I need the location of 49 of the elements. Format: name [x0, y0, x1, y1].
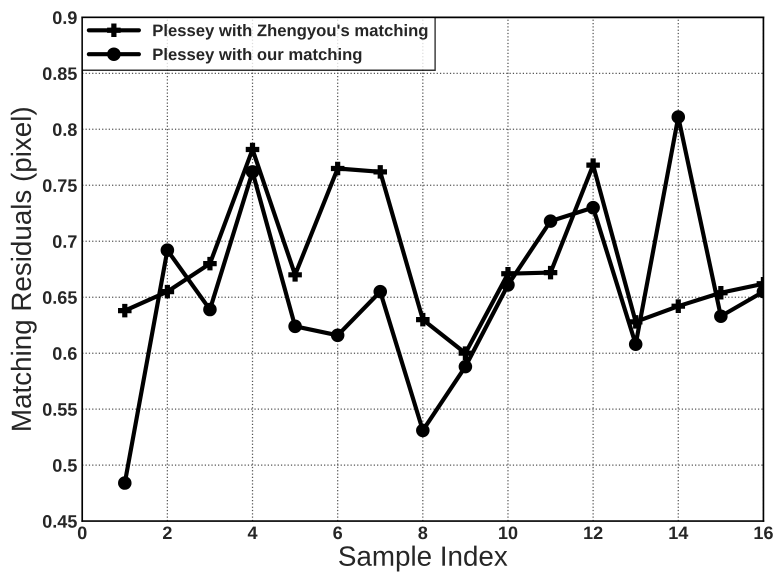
point — [373, 165, 388, 179]
point — [203, 302, 217, 316]
x-tick-label: 2 — [162, 526, 172, 540]
point — [544, 214, 558, 228]
point — [416, 424, 430, 438]
point — [118, 476, 132, 490]
point — [330, 328, 344, 342]
x-tick-label: 16 — [754, 526, 773, 540]
point — [288, 320, 302, 334]
point — [714, 309, 728, 324]
point — [586, 158, 600, 172]
y-tick-label: 0.5 — [52, 459, 77, 472]
x-tick-label: 14 — [669, 526, 688, 540]
point — [118, 304, 132, 318]
x-tick-label: 10 — [499, 526, 518, 540]
point — [458, 346, 472, 360]
y-tick-label: 0.7 — [52, 235, 77, 248]
point — [628, 337, 642, 352]
point — [544, 266, 558, 280]
y-axis-title: Matching Residuals (pixel) — [10, 108, 37, 430]
point — [672, 299, 686, 313]
point — [160, 284, 174, 298]
point — [330, 162, 344, 176]
x-tick-label: 8 — [418, 526, 428, 540]
x-tick-label: 12 — [584, 526, 602, 540]
point — [246, 142, 260, 156]
y-tick-label: 0.85 — [42, 67, 77, 80]
point — [672, 110, 686, 124]
point — [416, 312, 430, 326]
legend-label: Plessey with Zhengyou's matching — [153, 24, 428, 40]
y-tick-label: 0.65 — [42, 291, 77, 304]
x-axis-title: Sample Index — [339, 546, 508, 572]
legend-label: Plessey with our matching — [153, 48, 362, 64]
y-tick-label: 0.75 — [42, 179, 77, 192]
point — [373, 284, 388, 298]
point — [246, 165, 260, 179]
y-tick-label: 0.6 — [52, 347, 77, 360]
point — [203, 256, 217, 270]
x-tick-label: 0 — [78, 526, 86, 540]
x-tick-label: 4 — [248, 526, 258, 540]
x-tick-label: 6 — [333, 526, 342, 540]
y-tick-label: 0.9 — [52, 11, 77, 24]
y-tick-label: 0.55 — [42, 403, 77, 416]
y-tick-label: 0.8 — [52, 123, 77, 136]
y-tick-label: 0.45 — [42, 515, 77, 528]
point — [160, 243, 174, 257]
point — [586, 200, 600, 214]
point — [458, 360, 472, 374]
point — [288, 268, 302, 282]
